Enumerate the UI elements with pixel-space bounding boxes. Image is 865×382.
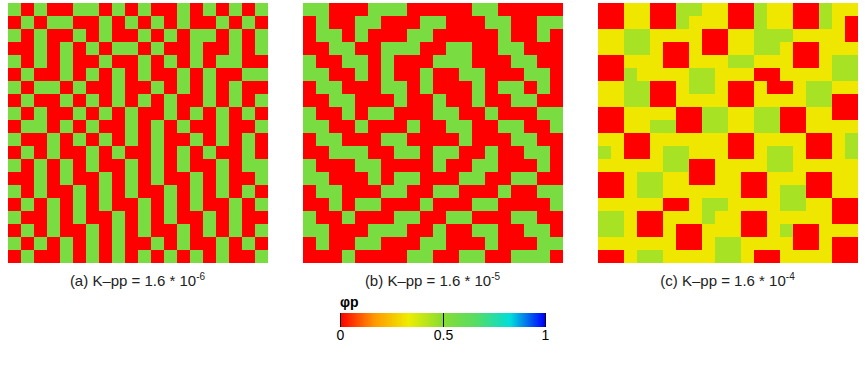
html-text:(c) K–pp = 1.6 * 10-4: (c) K–pp = 1.6 * 10-4 (660, 271, 795, 289)
svg-text:0.5: 0.5 (434, 327, 454, 343)
html-text:(b) K–pp = 1.6 * 10-5: (b) K–pp = 1.6 * 10-5 (364, 271, 501, 289)
svg-text:φp: φp (340, 294, 359, 310)
svg-text:0: 0 (337, 327, 345, 343)
html-text:(a) K–pp = 1.6 * 10-6: (a) K–pp = 1.6 * 10-6 (69, 271, 206, 289)
svg-text:1: 1 (542, 327, 550, 343)
